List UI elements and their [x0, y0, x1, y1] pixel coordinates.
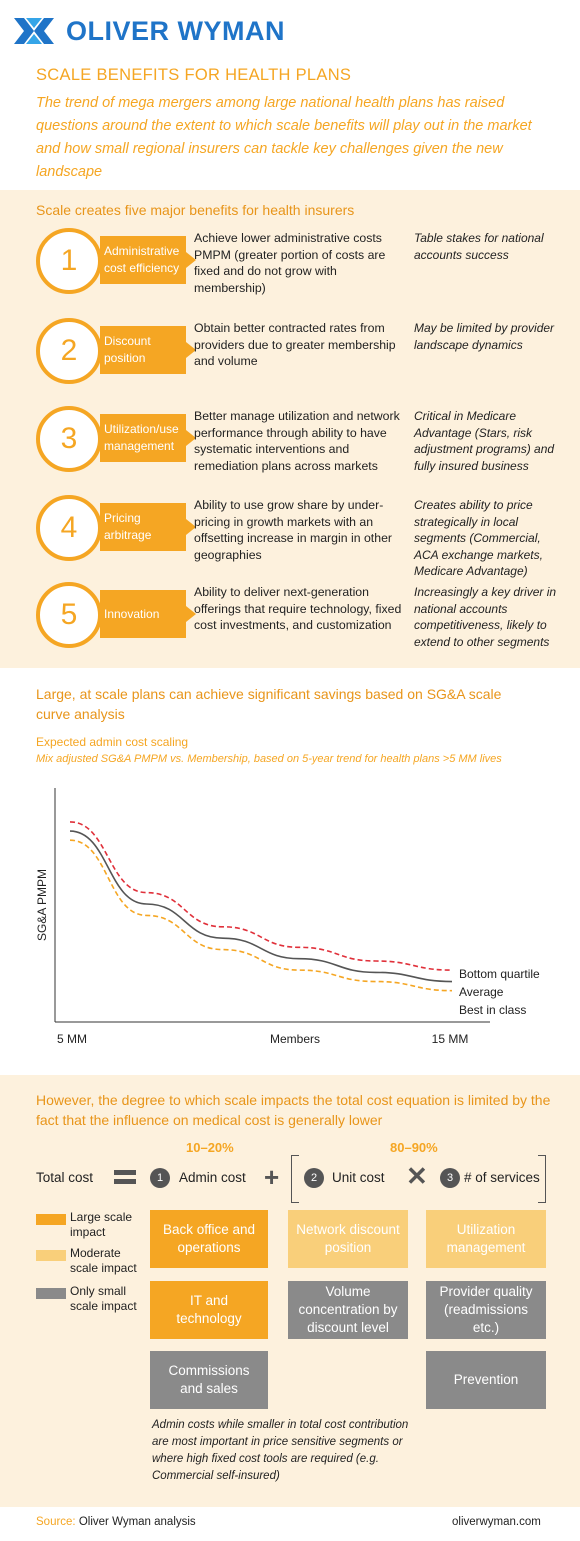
legend-label-small: Only small scale impact — [70, 1284, 137, 1313]
admin-cost-share: 10–20% — [186, 1140, 234, 1155]
network-discount-label: Network discount position — [296, 1222, 400, 1255]
benefits-heading: Scale creates five major benefits for he… — [36, 202, 355, 218]
back-office-box: Back office and operations — [150, 1210, 268, 1268]
benefit-note: Critical in Medicare Advantage (Stars, r… — [414, 409, 555, 473]
benefit-note: Table stakes for national accounts succe… — [414, 231, 544, 262]
benefit-description: Achieve lower administrative costs PMPM … — [194, 231, 386, 295]
benefit-row: 4 Pricing arbitrage Ability to use grow … — [0, 495, 580, 578]
benefit-row: 3 Utilization/use management Better mana… — [0, 406, 580, 484]
x-tick-label: 5 MM — [57, 1032, 87, 1046]
admin-cost-label: Admin cost — [179, 1170, 246, 1185]
legend-swatch-small — [36, 1288, 66, 1299]
it-label: IT and technology — [176, 1293, 242, 1326]
x-axis-label: Members — [270, 1032, 320, 1046]
y-axis-label: SG&A PMPM — [35, 869, 49, 941]
admin-cost-badge: 1 — [150, 1168, 170, 1188]
series-label-best-in-class: Best in class — [459, 1003, 526, 1017]
benefit-row: 1 Administrative cost efficiency Achieve… — [0, 228, 580, 306]
chart-title: Expected admin cost scaling — [36, 735, 189, 749]
utilization-management-box: Utilization management — [426, 1210, 546, 1268]
legend-swatch-large — [36, 1214, 66, 1225]
plus-icon: + — [264, 1162, 280, 1192]
commissions-label: Commissions and sales — [168, 1363, 250, 1396]
benefit-note: Increasingly a key driver in national ac… — [414, 585, 557, 649]
benefit-tag: Administrative cost efficiency — [100, 236, 196, 284]
benefit-row: 2 Discount position Obtain better contra… — [0, 318, 580, 396]
benefit-number: 1 — [36, 228, 102, 294]
x-tick-label: 15 MM — [432, 1032, 469, 1046]
it-box: IT and technology — [150, 1281, 268, 1339]
series-line-bottom-quartile — [69, 821, 453, 971]
benefit-description: Better manage utilization and network pe… — [194, 409, 400, 473]
benefit-note: Creates ability to price strategically i… — [414, 498, 543, 578]
brand-name: OLIVER WYMAN — [66, 16, 285, 46]
source-note: Source: Oliver Wyman analysis — [36, 1516, 196, 1528]
benefit-number: 2 — [36, 318, 102, 384]
benefit-tag: Pricing arbitrage — [100, 503, 196, 551]
bracket-right-icon — [538, 1155, 546, 1203]
benefit-number: 3 — [36, 406, 102, 472]
bracket-left-icon — [291, 1155, 299, 1203]
volume-concentration-label: Volume concentration by discount level — [298, 1284, 398, 1335]
provider-quality-box: Provider quality (readmissions etc.) — [426, 1281, 546, 1339]
benefit-number: 5 — [36, 582, 102, 648]
benefit-number: 4 — [36, 495, 102, 561]
network-discount-box: Network discount position — [288, 1210, 408, 1268]
series-label-bottom-quartile: Bottom quartile — [459, 967, 540, 981]
series-line-average — [69, 830, 453, 983]
multiply-icon: ✕ — [406, 1161, 428, 1191]
website-link[interactable]: oliverwyman.com — [452, 1516, 541, 1528]
series-label-average: Average — [459, 985, 504, 999]
back-office-label: Back office and operations — [162, 1222, 256, 1255]
total-cost-label: Total cost — [36, 1170, 94, 1185]
intro-text: The trend of mega mergers among large na… — [36, 95, 532, 180]
benefit-tag: Discount position — [100, 326, 196, 374]
prevention-label: Prevention — [453, 1372, 519, 1387]
cost-equation-heading: However, the degree to which scale impac… — [36, 1092, 551, 1128]
volume-concentration-box: Volume concentration by discount level — [288, 1281, 408, 1339]
source-label: Source: — [36, 1516, 76, 1528]
chart-subtitle: Mix adjusted SG&A PMPM vs. Membership, b… — [36, 753, 502, 765]
admin-cost-scaling-chart: SG&A PMPM Members 5 MM 15 MM Bottom quar… — [35, 788, 540, 1046]
legend-label-moderate: Moderate scale impact — [70, 1246, 137, 1275]
oliver-wyman-logo-icon — [14, 18, 54, 44]
services-badge: 3 — [440, 1168, 460, 1188]
provider-quality-label: Provider quality (readmissions etc.) — [439, 1284, 533, 1335]
commissions-box: Commissions and sales — [150, 1351, 268, 1409]
benefit-description: Ability to deliver next-generation offer… — [194, 585, 402, 632]
unit-cost-label: Unit cost — [332, 1170, 385, 1185]
page-title: SCALE BENEFITS FOR HEALTH PLANS — [36, 66, 352, 84]
source-text: Oliver Wyman analysis — [78, 1516, 196, 1528]
benefit-tag: Utilization/use management — [100, 414, 196, 462]
legend-label-large: Large scale impact — [70, 1210, 133, 1239]
benefit-note: May be limited by provider landscape dyn… — [414, 321, 555, 352]
legend-swatch-moderate — [36, 1250, 66, 1261]
equals-icon — [114, 1170, 136, 1184]
benefit-description: Obtain better contracted rates from prov… — [194, 321, 396, 368]
benefit-tag: Innovation — [100, 590, 196, 638]
unit-cost-badge: 2 — [304, 1168, 324, 1188]
services-label: # of services — [464, 1170, 540, 1185]
series-line-best-in-class — [69, 839, 453, 992]
scale-curve-heading: Large, at scale plans can achieve signif… — [36, 686, 502, 722]
utilization-management-label: Utilization management — [446, 1222, 526, 1255]
benefit-row: 5 Innovation Ability to deliver next-gen… — [0, 582, 580, 660]
medical-cost-share: 80–90% — [390, 1140, 438, 1155]
benefit-description: Ability to use grow share by under-prici… — [194, 498, 392, 562]
prevention-box: Prevention — [426, 1351, 546, 1409]
admin-cost-footnote: Admin costs while smaller in total cost … — [152, 1419, 409, 1482]
